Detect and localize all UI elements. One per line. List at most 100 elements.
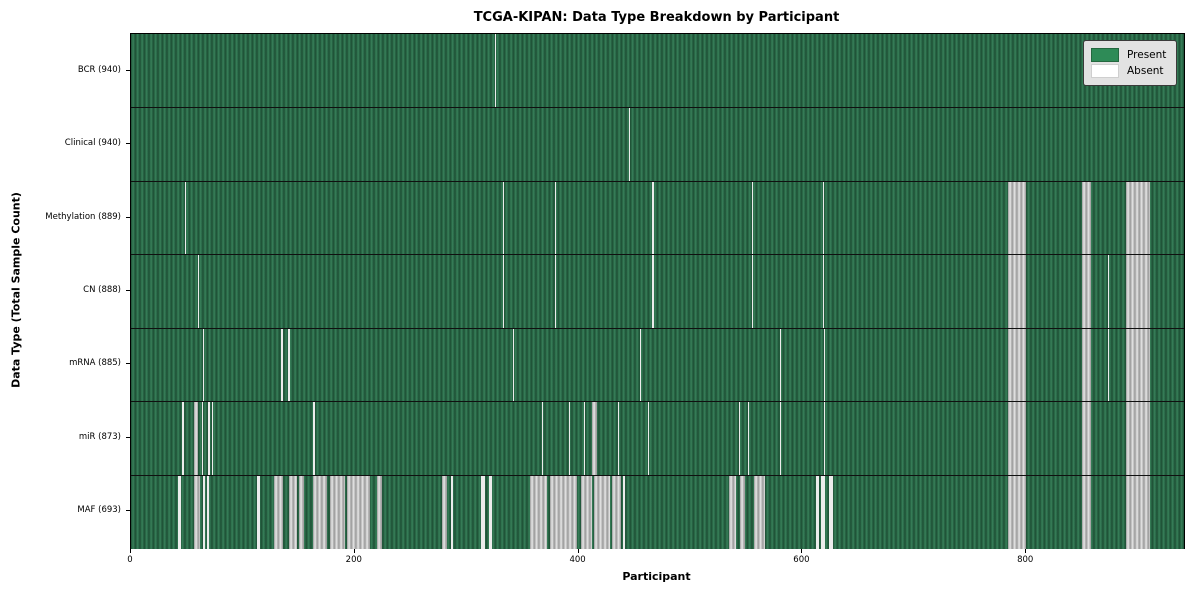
y-tick-mark xyxy=(126,510,130,512)
y-tick-mark xyxy=(126,290,130,291)
y-tick-mark xyxy=(126,436,130,438)
absent-segment xyxy=(594,475,610,549)
heatmap-row-BCR xyxy=(131,34,1184,108)
absent-segment xyxy=(555,181,557,256)
absent-segment xyxy=(512,328,514,403)
absent-segment xyxy=(1008,181,1027,256)
x-tick-mark xyxy=(801,549,803,553)
absent-segment xyxy=(207,475,210,549)
absent-swatch-icon xyxy=(1091,64,1119,78)
absent-segment xyxy=(584,402,586,476)
absent-segment xyxy=(617,402,620,476)
absent-segment xyxy=(298,475,305,549)
absent-segment xyxy=(652,255,654,329)
absent-segment xyxy=(592,402,597,476)
y-tick-mark xyxy=(126,216,130,218)
absent-segment xyxy=(822,181,824,256)
absent-segment xyxy=(1082,475,1092,549)
absent-segment xyxy=(555,255,557,329)
absent-segment xyxy=(728,475,737,549)
absent-segment xyxy=(193,475,201,549)
absent-segment xyxy=(568,402,570,476)
absent-segment xyxy=(780,328,782,403)
absent-segment xyxy=(1125,328,1151,403)
absent-segment xyxy=(780,402,782,476)
x-tick-mark xyxy=(1025,549,1027,553)
absent-segment xyxy=(815,475,820,549)
x-tick-mark xyxy=(353,549,355,553)
absent-segment xyxy=(202,328,204,403)
absent-segment xyxy=(211,402,213,476)
absent-segment xyxy=(739,475,746,549)
y-tick-label-CN: CN (888) xyxy=(83,285,121,295)
heatmap-row-Clinical xyxy=(131,107,1184,182)
absent-segment xyxy=(451,475,454,549)
absent-segment xyxy=(647,402,650,476)
absent-segment xyxy=(1082,181,1092,256)
legend: Present Absent xyxy=(1083,40,1177,86)
absent-segment xyxy=(823,402,825,476)
absent-segment xyxy=(1107,255,1110,329)
x-axis-label: Participant xyxy=(622,570,691,583)
absent-segment xyxy=(313,402,315,476)
y-tick-mark xyxy=(126,143,130,145)
absent-segment xyxy=(280,328,284,403)
x-tick-mark xyxy=(130,549,131,553)
absent-segment xyxy=(202,475,205,549)
x-tick-label-200: 200 xyxy=(345,555,362,565)
absent-segment xyxy=(178,475,182,549)
present-swatch-icon xyxy=(1091,48,1119,62)
absent-segment xyxy=(612,475,622,549)
absent-segment xyxy=(184,181,186,256)
heatmap-row-miR xyxy=(131,401,1184,476)
absent-segment xyxy=(580,475,593,549)
y-tick-label-BCR: BCR (940) xyxy=(77,64,121,75)
heatmap-row-MAF xyxy=(131,474,1184,549)
x-tick-mark xyxy=(577,549,579,553)
absent-segment xyxy=(752,255,754,329)
absent-segment xyxy=(1008,475,1027,549)
absent-segment xyxy=(182,402,184,476)
absent-segment xyxy=(549,475,578,549)
legend-label-absent: Absent xyxy=(1127,65,1164,77)
absent-segment xyxy=(201,402,203,476)
absent-segment xyxy=(313,475,327,549)
x-tick-label-800: 800 xyxy=(1017,555,1034,565)
absent-segment xyxy=(274,475,284,549)
absent-segment xyxy=(640,328,642,403)
y-tick-mark xyxy=(126,69,130,71)
y-tick-label-Clinical: Clinical (940) xyxy=(64,138,121,149)
absent-segment xyxy=(502,181,504,256)
absent-segment xyxy=(821,475,825,549)
absent-segment xyxy=(747,402,749,476)
absent-segment xyxy=(442,475,447,549)
legend-item-absent: Absent xyxy=(1091,64,1169,78)
absent-segment xyxy=(1125,181,1151,256)
legend-label-present: Present xyxy=(1127,49,1167,61)
absent-segment xyxy=(494,34,496,108)
absent-segment xyxy=(257,475,260,549)
absent-segment xyxy=(822,255,824,329)
absent-segment xyxy=(1082,255,1092,329)
absent-segment xyxy=(628,108,631,182)
absent-segment xyxy=(481,475,485,549)
absent-segment xyxy=(1008,255,1027,329)
absent-segment xyxy=(752,181,754,256)
absent-segment xyxy=(1008,328,1027,403)
absent-segment xyxy=(288,475,297,549)
absent-segment xyxy=(652,181,654,256)
x-tick-label-0: 0 xyxy=(127,555,133,565)
absent-segment xyxy=(1008,402,1027,476)
absent-segment xyxy=(489,475,493,549)
absent-segment xyxy=(541,402,543,476)
y-tick-label-miR: miR (873) xyxy=(78,431,121,442)
absent-segment xyxy=(829,475,833,549)
y-tick-label-MAF: MAF (693) xyxy=(77,505,121,516)
absent-segment xyxy=(287,328,290,403)
chart-title: TCGA-KIPAN: Data Type Breakdown by Parti… xyxy=(473,10,840,25)
absent-segment xyxy=(754,475,766,549)
absent-segment xyxy=(198,255,200,329)
absent-segment xyxy=(1125,402,1151,476)
x-tick-label-600: 600 xyxy=(793,555,810,565)
